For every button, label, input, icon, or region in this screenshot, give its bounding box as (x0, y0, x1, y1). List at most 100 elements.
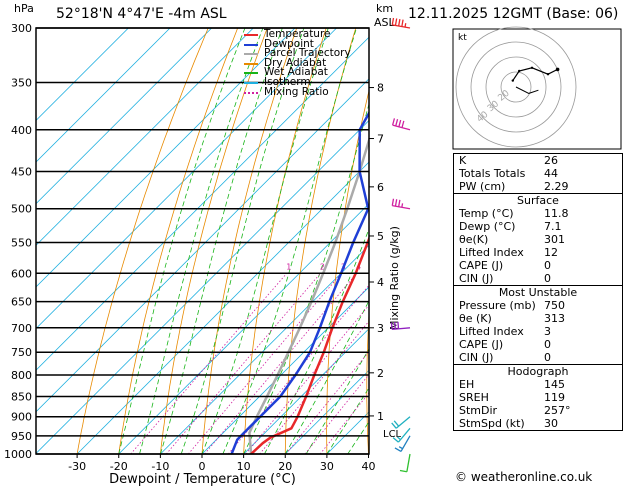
pressure-tick-label: 700 (11, 322, 32, 335)
wind-barb-staff (392, 124, 411, 131)
pressure-tick-label: 800 (11, 369, 32, 382)
wind-barb-flag (401, 203, 404, 208)
wind-barb-flag (391, 118, 396, 126)
hodograph-point (546, 73, 550, 76)
unstable-row: Lifted Index 3 (459, 325, 551, 338)
surface-row: CAPE (J) 0 (459, 259, 551, 272)
wet-adiabat-line (180, 28, 305, 454)
wind-barb-flag (394, 447, 402, 453)
legend-swatch-temperature (244, 34, 258, 36)
legend-swatch-dry-adiabat (244, 62, 258, 65)
datetime-label: 12.11.2025 12GMT (Base: 06) (408, 6, 619, 22)
unstable-row: CAPE (J) 0 (459, 338, 551, 351)
mixing-ratio-label: 10 (406, 262, 416, 271)
wind-barb-flag (395, 119, 399, 127)
mixing-ratio-label: 15 (430, 262, 440, 271)
unstable-row: θe (K) 313 (459, 312, 565, 325)
legend-item-dewpoint: Dewpoint (244, 38, 351, 50)
pressure-tick-label: 650 (11, 296, 32, 309)
wind-barb-flag (398, 446, 403, 450)
hodo-row: StmSpd (kt) 30 (459, 417, 558, 430)
wind-barb-flag (397, 321, 400, 329)
wet-adiabat-line (284, 299, 369, 454)
mixing-ratio-line (285, 351, 369, 454)
dry-adiabat-line (366, 308, 369, 454)
altitude-tick-label: 8 (377, 82, 384, 95)
hodograph-ring (455, 26, 577, 148)
pressure-tick-label: 300 (11, 22, 32, 35)
wind-barb-flag (390, 322, 393, 330)
wind-barb (391, 118, 411, 131)
wind-barb-flag (399, 469, 407, 473)
most-unstable-title: Most Unstable (498, 286, 578, 299)
wind-barb (394, 435, 411, 453)
mixing-ratio-label: 2 (320, 262, 325, 271)
altitude-tick-label: 4 (377, 276, 384, 289)
wind-barb-staff (392, 204, 411, 210)
wind-barb-flag (394, 199, 398, 207)
altitude-tick-label: 2 (377, 367, 384, 380)
isotherm-line (284, 369, 369, 454)
wet-adiabat-line (139, 28, 264, 454)
surface-title: Surface (517, 194, 559, 207)
station-location: 52°18'N 4°47'E -4m ASL (56, 6, 227, 22)
altitude-tick-label: 5 (377, 230, 384, 243)
pressure-tick-label: 450 (11, 165, 32, 178)
legend: Temperature Dewpoint Parcel Trajectory D… (244, 29, 351, 97)
hodo-row: EH 145 (459, 378, 565, 391)
wind-barb-flag (401, 120, 405, 128)
wind-barb (392, 427, 411, 443)
wind-barb-flag (398, 119, 402, 127)
isotherm-line (118, 203, 369, 454)
altitude-tick-label: 3 (377, 322, 384, 335)
hodo-row: SREH 119 (459, 391, 565, 404)
isotherm-line (36, 28, 337, 330)
wind-barb-staff (406, 453, 411, 472)
wet-adiabat-line (160, 28, 283, 454)
isotherm-line (76, 161, 369, 454)
legend-swatch-parcel (244, 53, 258, 56)
surface-row: θe(K) 301 (459, 233, 565, 246)
x-tick-label: -30 (68, 460, 86, 473)
hodograph-point (518, 69, 521, 73)
hodograph-ring (485, 56, 547, 118)
hodograph-point (511, 79, 514, 82)
wind-barb-flag (391, 198, 395, 206)
surface-row: Dewp (°C) 7.1 (459, 220, 562, 233)
asl-unit-label: ASL (374, 16, 395, 29)
legend-item-isotherm: Isotherm (244, 77, 351, 88)
isotherm-line (36, 28, 171, 163)
wind-barb-flag (401, 19, 404, 27)
hodo-row: StmDir 257° (459, 404, 571, 417)
altitude-tick-label: 6 (377, 181, 384, 194)
x-tick-label: -20 (110, 460, 128, 473)
mixing-ratio-label: 1 (286, 262, 291, 271)
mixing-ratio-label: 6 (379, 262, 384, 271)
index-totals-totals: Totals Totals 44 (459, 167, 558, 180)
wind-barb (390, 321, 411, 331)
wind-barb-flag (397, 436, 401, 441)
hodograph-title: Hodograph (507, 365, 569, 378)
pressure-unit-label: hPa (14, 2, 34, 15)
pressure-tick-label: 350 (11, 77, 32, 90)
pressure-tick-label: 550 (11, 236, 32, 249)
pressure-tick-label: 1000 (4, 448, 32, 461)
indices-panel: K 26 Totals Totals 44 PW (cm) 2.29 Surface … (453, 153, 623, 431)
index-k: K 26 (459, 154, 558, 167)
x-tick-label: 20 (278, 460, 292, 473)
legend-item-wet-adiabat: Wet Adiabat (244, 67, 351, 78)
wind-barb-flag (393, 420, 400, 427)
wet-adiabat-line (118, 28, 246, 454)
legend-item-temperature: Temperature (244, 29, 351, 40)
isotherm-line (243, 328, 369, 454)
hodograph-point (530, 66, 534, 70)
mixing-ratio-line (165, 273, 321, 454)
hodograph-unit-label: kt (458, 33, 467, 43)
legend-swatch-mixing-ratio (244, 91, 258, 94)
wind-barb-flag (392, 437, 399, 443)
isotherm-line (36, 28, 296, 288)
km-unit-label: km (376, 2, 394, 15)
pressure-tick-label: 500 (11, 203, 32, 216)
isotherm-line (36, 119, 369, 454)
